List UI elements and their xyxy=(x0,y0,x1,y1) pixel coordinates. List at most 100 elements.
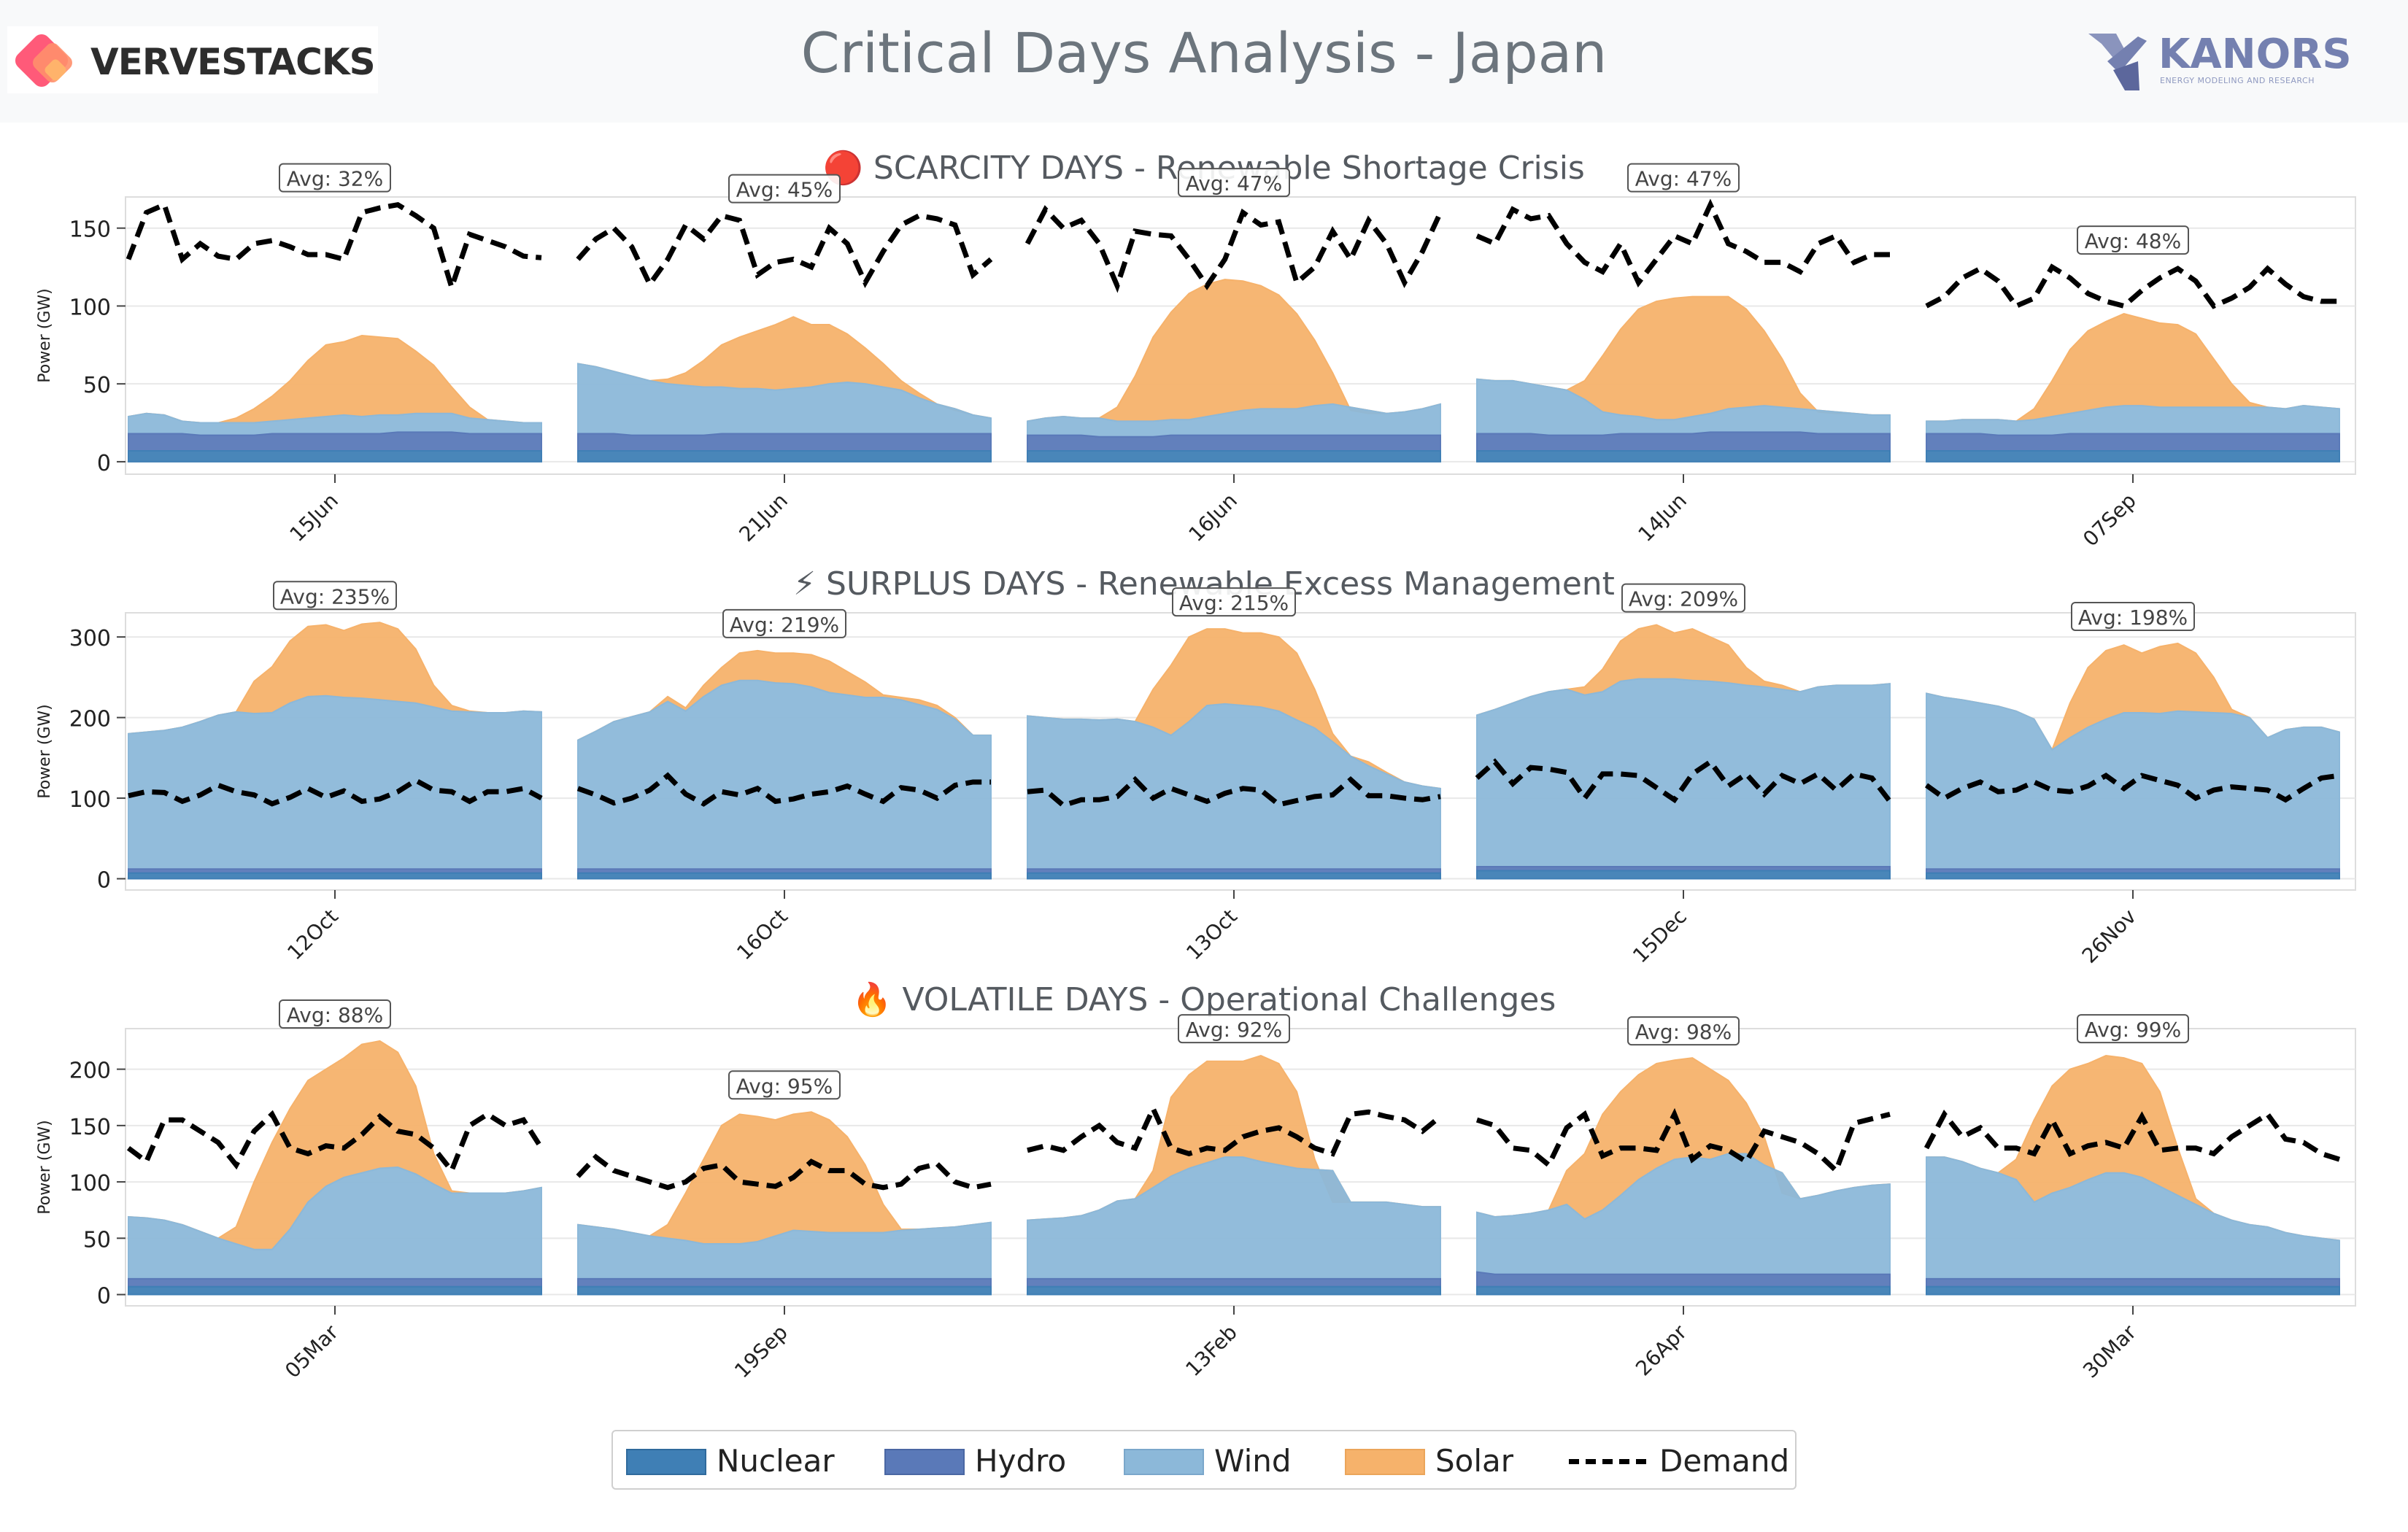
x-tick-label: 07Sep xyxy=(2078,489,2141,552)
day-30Mar: 30Mar Avg: 99% xyxy=(1923,1014,2341,1383)
panel-3: 0 50 100 150 200 Power (GW) 🔥 VOLATILE DAYS - … xyxy=(36,981,2356,1383)
nuclear-area xyxy=(128,449,542,463)
y-tick-label: 150 xyxy=(69,217,111,243)
demand-line xyxy=(1475,198,1890,288)
avg-badge-label: Avg: 215% xyxy=(1179,591,1289,615)
demand-line xyxy=(1027,1102,1443,1157)
panel-title: 🔥 VOLATILE DAYS - Operational Challenges xyxy=(852,981,1556,1018)
hydro-area xyxy=(1027,1277,1441,1288)
hydro-area xyxy=(1476,431,1891,452)
avg-badge-label: Avg: 92% xyxy=(1186,1018,1282,1042)
demand-line xyxy=(1024,205,1443,293)
demand-line xyxy=(1027,775,1441,808)
y-tick-label: 0 xyxy=(97,868,111,894)
day-26Nov: 26Nov Avg: 198% xyxy=(1924,601,2340,968)
demand-line xyxy=(576,1153,992,1191)
hydro-area xyxy=(577,433,992,452)
y-axis-label: Power (GW) xyxy=(36,1120,54,1214)
hydro-area xyxy=(1926,433,2340,452)
x-tick-label: 21Jun xyxy=(734,489,792,546)
hydro-area xyxy=(1476,1271,1891,1288)
avg-badge xyxy=(2077,225,2189,255)
avg-badge-label: Avg: 99% xyxy=(2085,1018,2181,1042)
wind-area xyxy=(1476,678,1891,867)
y-axis-label: Power (GW) xyxy=(36,704,54,798)
vervestacks-logo-mark-icon xyxy=(15,34,72,88)
y-tick-label: 0 xyxy=(97,451,111,476)
avg-badge xyxy=(728,1070,841,1100)
nuclear-area xyxy=(1926,449,2340,463)
nuclear-area xyxy=(1926,1285,2340,1296)
legend-swatch-wind xyxy=(1124,1449,1204,1475)
legend-swatch-nuclear xyxy=(626,1449,706,1475)
avg-badge xyxy=(1621,583,1745,613)
nuclear-area xyxy=(577,1285,992,1296)
nuclear-area xyxy=(128,872,542,880)
avg-badge-label: Avg: 48% xyxy=(2085,229,2181,253)
y-axis-label: Power (GW) xyxy=(36,288,54,382)
legend-swatch-hydro xyxy=(884,1449,965,1475)
day-14Jun: 14Jun Avg: 47% xyxy=(1475,163,1891,546)
x-tick-label: 16Oct xyxy=(732,905,792,965)
x-tick-label: 16Jun xyxy=(1184,489,1241,546)
y-tick-label: 100 xyxy=(69,1171,111,1196)
x-tick-label: 13Feb xyxy=(1181,1320,1242,1382)
kanors-logo-text: KANORS xyxy=(2158,31,2352,78)
avg-badge xyxy=(279,163,391,193)
day-12Oct: 12Oct Avg: 235% xyxy=(128,581,543,965)
avg-badge-label: Avg: 47% xyxy=(1635,167,1732,191)
avg-badge-label: Avg: 88% xyxy=(287,1003,383,1027)
nuclear-area xyxy=(1027,1285,1441,1296)
y-tick-label: 50 xyxy=(83,1227,111,1253)
x-tick-label: 14Jun xyxy=(1633,489,1691,546)
nuclear-area xyxy=(577,872,992,880)
nuclear-area xyxy=(1476,1285,1891,1296)
hydro-area xyxy=(1926,1277,2340,1288)
nuclear-area xyxy=(1476,870,1891,880)
demand-line xyxy=(576,772,991,807)
avg-badge-label: Avg: 47% xyxy=(1186,171,1282,196)
y-tick-label: 300 xyxy=(69,626,111,651)
x-tick-label: 12Oct xyxy=(282,905,343,965)
nuclear-area xyxy=(1027,449,1441,463)
legend-label-wind: Wind xyxy=(1214,1443,1292,1479)
legend-label-demand: Demand xyxy=(1659,1443,1790,1479)
demand-line xyxy=(126,201,542,296)
avg-badge xyxy=(1627,163,1740,193)
avg-badge xyxy=(1172,587,1296,617)
y-tick-label: 150 xyxy=(69,1115,111,1140)
day-21Jun: 21Jun Avg: 45% xyxy=(576,174,993,546)
avg-badge-label: Avg: 235% xyxy=(280,584,390,608)
demand-line xyxy=(1475,758,1892,804)
demand-line xyxy=(576,212,993,290)
avg-badge xyxy=(1627,1016,1740,1046)
nuclear-area xyxy=(1027,872,1441,880)
x-tick-label: 05Mar xyxy=(280,1320,343,1382)
hydro-area xyxy=(128,1277,542,1288)
page-title: Critical Days Analysis - Japan xyxy=(800,20,1608,85)
nuclear-area xyxy=(1926,872,2340,880)
vervestacks-logo-text: VERVESTACKS xyxy=(90,41,376,83)
y-tick-label: 200 xyxy=(69,707,111,732)
demand-line xyxy=(128,777,543,807)
header-bar: VERVESTACKS Critical Days Analysis - Jap… xyxy=(0,0,2408,123)
legend-label-hydro: Hydro xyxy=(975,1443,1067,1479)
avg-badge-label: Avg: 95% xyxy=(736,1074,833,1098)
day-15Jun: 15Jun Avg: 32% xyxy=(126,163,542,546)
y-tick-label: 50 xyxy=(83,373,111,398)
avg-badge xyxy=(728,174,841,204)
x-tick-label: 15Jun xyxy=(285,489,342,546)
hydro-area xyxy=(1027,434,1441,452)
nuclear-area xyxy=(128,1285,542,1296)
legend: Nuclear Hydro Wind Solar Demand xyxy=(611,1430,1797,1490)
x-tick-label: 19Sep xyxy=(730,1320,792,1383)
y-tick-label: 100 xyxy=(69,787,111,813)
avg-badge xyxy=(279,999,391,1029)
y-tick-label: 200 xyxy=(69,1059,111,1084)
avg-badge-label: Avg: 32% xyxy=(287,167,383,191)
demand-line xyxy=(1925,263,2339,309)
avg-badge-label: Avg: 98% xyxy=(1635,1020,1732,1044)
avg-badge xyxy=(1178,168,1290,198)
